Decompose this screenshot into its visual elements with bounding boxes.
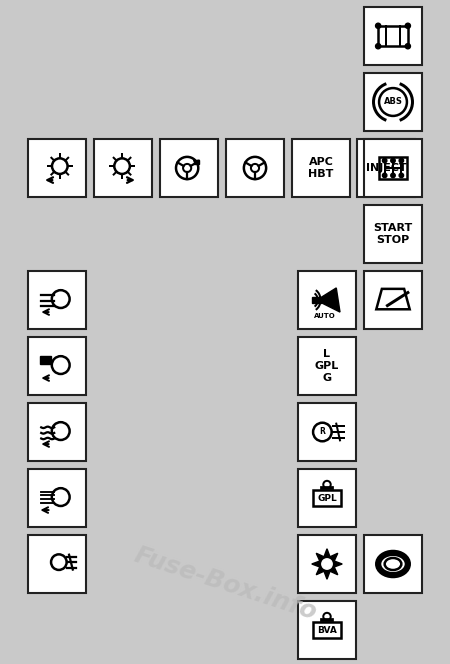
Bar <box>298 337 356 395</box>
Bar <box>194 159 199 164</box>
Bar <box>94 139 152 197</box>
Circle shape <box>405 23 410 29</box>
Bar <box>298 271 356 329</box>
Bar <box>28 469 86 527</box>
Bar <box>28 139 86 197</box>
Circle shape <box>399 158 404 163</box>
Bar <box>28 271 86 329</box>
Bar <box>298 535 356 593</box>
Bar <box>298 403 356 461</box>
Bar <box>364 139 422 197</box>
Text: START
STOP: START STOP <box>374 223 413 245</box>
Bar <box>364 535 422 593</box>
Text: R: R <box>320 428 325 436</box>
Text: AUTO: AUTO <box>314 313 336 319</box>
Text: APC
HBT: APC HBT <box>308 157 334 179</box>
Circle shape <box>376 23 381 29</box>
Text: Fuse-Box.info: Fuse-Box.info <box>130 543 320 625</box>
Circle shape <box>399 173 404 178</box>
Circle shape <box>382 173 387 178</box>
Bar <box>160 139 218 197</box>
Circle shape <box>322 559 332 569</box>
Bar <box>313 490 341 506</box>
Bar <box>364 73 422 131</box>
Bar <box>298 601 356 659</box>
Text: GPL: GPL <box>317 495 337 503</box>
Circle shape <box>405 44 410 49</box>
Bar <box>378 26 408 46</box>
Bar <box>298 469 356 527</box>
Bar <box>40 357 50 364</box>
Bar <box>364 271 422 329</box>
Polygon shape <box>321 288 340 312</box>
Bar <box>313 622 341 638</box>
Circle shape <box>391 173 395 178</box>
Bar <box>292 139 350 197</box>
Bar <box>364 7 422 65</box>
Circle shape <box>382 158 387 163</box>
Bar <box>28 535 86 593</box>
Text: BVA: BVA <box>317 626 337 635</box>
Bar <box>28 337 86 395</box>
Circle shape <box>391 158 395 163</box>
Polygon shape <box>312 297 321 303</box>
Text: INJECT: INJECT <box>365 163 406 173</box>
Bar <box>28 403 86 461</box>
Bar <box>364 205 422 263</box>
Bar <box>226 139 284 197</box>
Polygon shape <box>312 548 342 579</box>
Circle shape <box>376 44 381 49</box>
Bar <box>357 139 415 197</box>
Text: L
GPL
G: L GPL G <box>315 349 339 382</box>
Text: ABS: ABS <box>383 98 402 106</box>
Bar <box>379 157 407 179</box>
